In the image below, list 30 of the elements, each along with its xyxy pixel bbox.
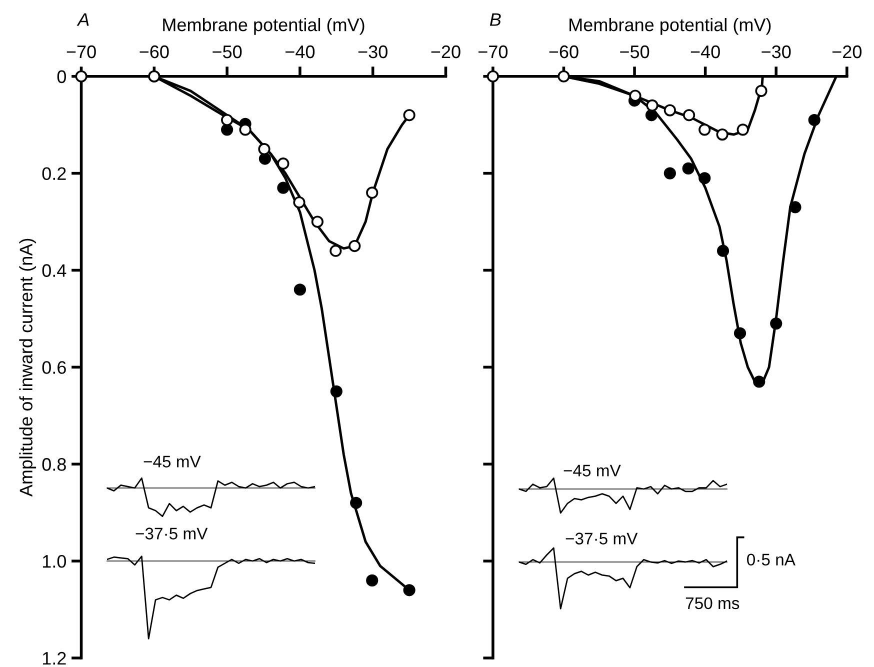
- x-tick-label: −70: [478, 45, 508, 58]
- x-tick-label: −70: [66, 45, 96, 58]
- y-tick-label: 0.4: [42, 264, 66, 277]
- x-axis-title: Membrane potential (mV): [570, 18, 771, 35]
- x-tick-label: −20: [832, 45, 862, 58]
- y-tick-label: 0.2: [42, 167, 66, 180]
- x-axis-title: Membrane potential (mV): [163, 18, 364, 35]
- x-tick-label: −50: [620, 45, 650, 58]
- x-tick-label: −60: [549, 45, 578, 58]
- chart-title: −37·5 mV: [136, 528, 208, 540]
- y-axis-title: Amplitude of inward current (nA): [19, 238, 36, 497]
- x-tick-label: −50: [212, 45, 242, 58]
- chart-title: −45 mV: [144, 456, 201, 468]
- x-tick-label: −40: [690, 45, 720, 58]
- chart-title: A: [76, 13, 89, 26]
- y-tick-label: 1.0: [42, 554, 66, 568]
- chart-title: −45 mV: [564, 464, 621, 476]
- annotation: 750 ms: [686, 597, 740, 610]
- x-tick-label: −40: [286, 45, 315, 58]
- x-tick-label: −20: [431, 45, 460, 58]
- x-tick-label: −30: [358, 45, 388, 58]
- y-tick-label: 0.6: [42, 361, 66, 374]
- chart-title: B: [490, 13, 501, 26]
- y-tick-label: 1.2: [42, 652, 66, 665]
- y-tick-label: 0.8: [42, 458, 66, 471]
- x-tick-label: −60: [140, 45, 169, 58]
- annotation: 0·5 nA: [747, 554, 796, 566]
- x-tick-label: −30: [762, 45, 791, 58]
- y-tick-label: 0: [57, 70, 66, 84]
- chart-title: −37·5 mV: [566, 532, 638, 544]
